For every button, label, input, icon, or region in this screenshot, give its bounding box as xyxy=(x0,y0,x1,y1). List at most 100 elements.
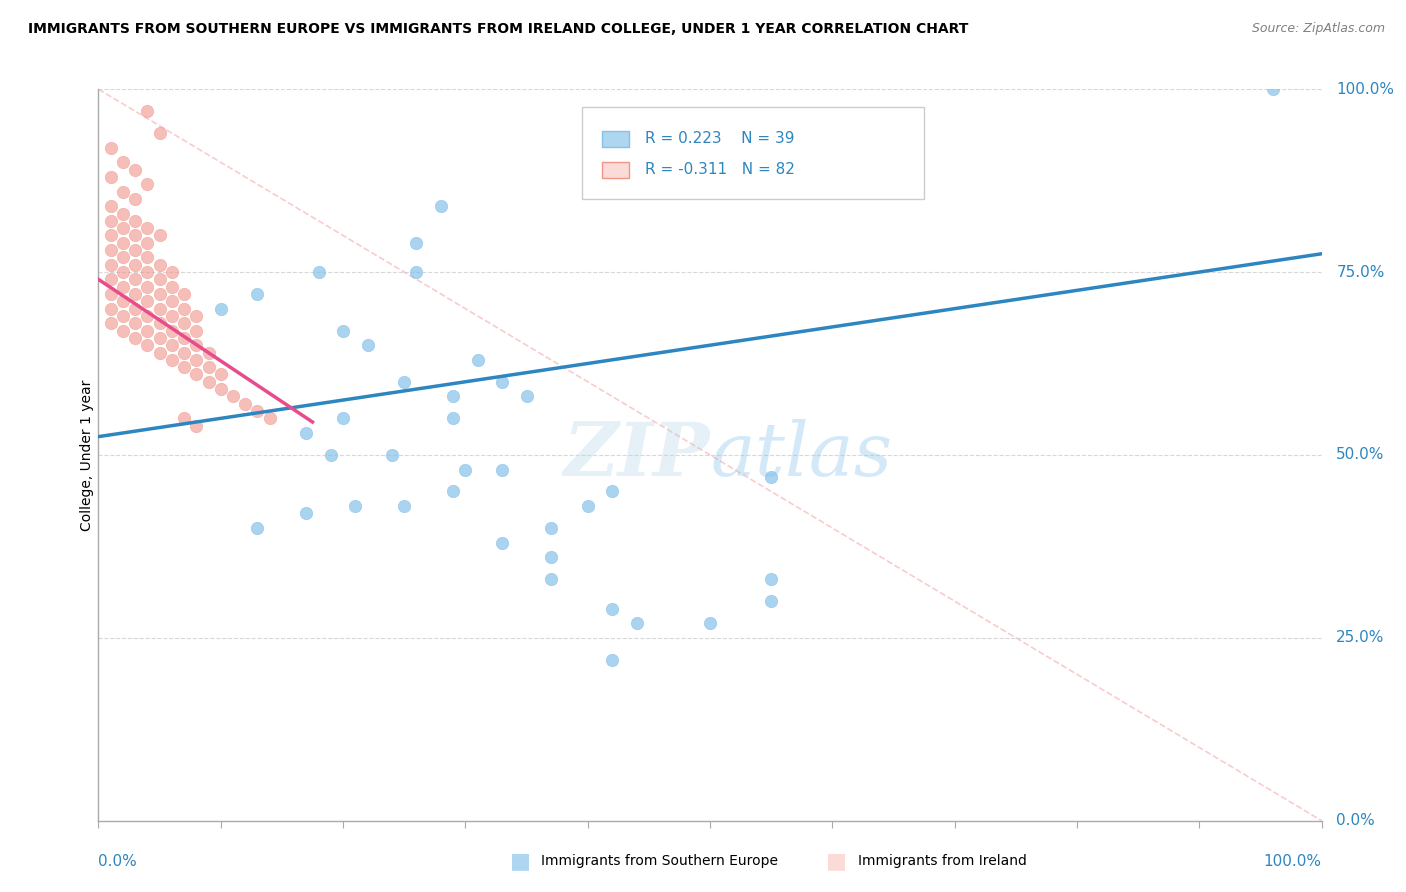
Point xyxy=(160,324,183,338)
Point xyxy=(111,221,134,235)
Point xyxy=(136,279,159,293)
Point xyxy=(160,265,183,279)
Point xyxy=(136,251,159,265)
Point xyxy=(186,418,208,433)
Text: 100.0%: 100.0% xyxy=(1336,82,1395,96)
Text: 0.0%: 0.0% xyxy=(1336,814,1375,828)
Point xyxy=(160,309,183,323)
Point xyxy=(124,331,146,345)
Bar xyxy=(602,161,630,178)
Point xyxy=(149,272,172,286)
Y-axis label: College, Under 1 year: College, Under 1 year xyxy=(80,379,94,531)
Point xyxy=(441,389,464,403)
Point xyxy=(136,235,159,250)
Point xyxy=(100,169,122,184)
Point xyxy=(392,499,416,513)
Point xyxy=(100,287,122,301)
Text: ZIP: ZIP xyxy=(564,418,710,491)
Text: R = -0.311   N = 82: R = -0.311 N = 82 xyxy=(645,162,794,178)
Point xyxy=(308,265,330,279)
Point xyxy=(136,221,159,235)
Point xyxy=(197,360,219,375)
Point xyxy=(441,484,464,499)
Point xyxy=(197,375,219,389)
Point xyxy=(173,345,195,359)
Point xyxy=(111,265,134,279)
Point xyxy=(344,499,367,513)
Point xyxy=(111,185,134,199)
Point xyxy=(173,411,195,425)
Point xyxy=(186,338,208,352)
Point xyxy=(332,411,354,425)
Text: Source: ZipAtlas.com: Source: ZipAtlas.com xyxy=(1251,22,1385,36)
Point xyxy=(173,301,195,316)
Point xyxy=(136,178,159,192)
Point xyxy=(136,338,159,352)
Point xyxy=(356,338,378,352)
Point xyxy=(100,141,122,155)
Point xyxy=(600,484,623,499)
Point xyxy=(124,258,146,272)
Point xyxy=(515,389,537,403)
Text: 100.0%: 100.0% xyxy=(1264,854,1322,869)
Point xyxy=(467,352,489,367)
Point xyxy=(160,352,183,367)
Text: R = 0.223    N = 39: R = 0.223 N = 39 xyxy=(645,131,794,146)
Point xyxy=(454,462,477,476)
Point xyxy=(160,294,183,309)
Point xyxy=(392,375,416,389)
Point xyxy=(246,521,269,535)
Point xyxy=(124,272,146,286)
Point xyxy=(491,535,513,549)
Point xyxy=(332,324,354,338)
Text: 75.0%: 75.0% xyxy=(1336,265,1385,279)
Point xyxy=(540,572,562,586)
Point xyxy=(246,287,269,301)
Point xyxy=(160,338,183,352)
Text: Immigrants from Ireland: Immigrants from Ireland xyxy=(858,854,1026,868)
Point xyxy=(173,331,195,345)
Point xyxy=(160,279,183,293)
Point xyxy=(1261,82,1284,96)
Point xyxy=(405,235,427,250)
Point xyxy=(186,324,208,338)
Point xyxy=(149,258,172,272)
Point xyxy=(124,162,146,177)
Point xyxy=(100,272,122,286)
Point xyxy=(186,368,208,382)
Point xyxy=(209,382,232,396)
Point xyxy=(209,368,232,382)
Point xyxy=(136,309,159,323)
Point xyxy=(124,301,146,316)
Point xyxy=(173,287,195,301)
Point xyxy=(149,126,172,140)
Point xyxy=(761,572,783,586)
Point xyxy=(124,287,146,301)
Point xyxy=(111,235,134,250)
Point xyxy=(111,206,134,220)
Point xyxy=(136,294,159,309)
Point xyxy=(197,345,219,359)
Point xyxy=(111,324,134,338)
Point xyxy=(100,228,122,243)
Point xyxy=(259,411,281,425)
Point xyxy=(295,425,318,440)
Point xyxy=(540,550,562,565)
Point xyxy=(576,499,599,513)
Point xyxy=(100,301,122,316)
Point xyxy=(124,316,146,330)
Point xyxy=(699,616,721,631)
Point xyxy=(441,411,464,425)
Point xyxy=(100,316,122,330)
Point xyxy=(124,228,146,243)
Text: ■: ■ xyxy=(510,851,530,871)
Point xyxy=(149,316,172,330)
Point xyxy=(173,316,195,330)
Point xyxy=(430,199,453,213)
Point xyxy=(600,653,623,667)
Text: atlas: atlas xyxy=(710,418,893,491)
Point xyxy=(111,309,134,323)
Point xyxy=(124,243,146,257)
Text: ■: ■ xyxy=(827,851,846,871)
Point xyxy=(149,345,172,359)
